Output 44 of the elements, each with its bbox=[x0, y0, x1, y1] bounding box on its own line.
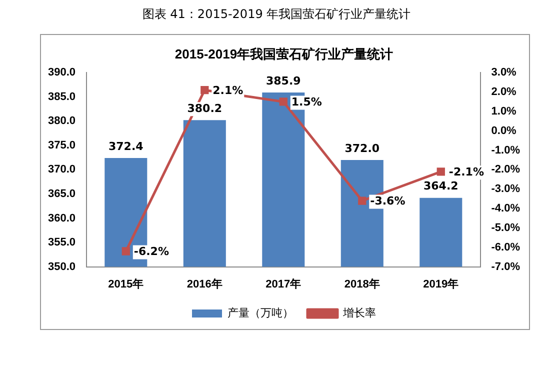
point bbox=[436, 168, 445, 176]
data-label: 385.9 bbox=[266, 74, 301, 88]
y2-tick-label: 3.0% bbox=[491, 66, 517, 79]
y-tick-label: 385.0 bbox=[48, 90, 76, 103]
y-tick-label: 360.0 bbox=[48, 212, 76, 224]
text: 图表 41：2015-2019 年我国萤石矿行业产量统计 bbox=[141, 6, 412, 23]
x-tick-label: 2018年 bbox=[344, 277, 380, 290]
legend-label: 增长率 bbox=[342, 306, 376, 320]
data-label: 372.0 bbox=[344, 142, 380, 155]
y-tick-label: 350.0 bbox=[48, 260, 76, 273]
y-tick-label: 390.0 bbox=[48, 66, 76, 79]
point bbox=[122, 247, 130, 256]
data-label: 372.4 bbox=[108, 140, 144, 153]
data-label: -3.6% bbox=[370, 194, 406, 208]
y2-tick-label: -6.0% bbox=[491, 241, 520, 254]
data-label: 1.5% bbox=[291, 96, 322, 109]
y-tick-label: 380.0 bbox=[48, 115, 76, 128]
y2-tick-label: -5.0% bbox=[491, 222, 520, 234]
y-tick-label: 365.0 bbox=[48, 188, 76, 200]
legend-label: 产量（万吨） bbox=[228, 306, 294, 320]
data-label: -2.1% bbox=[448, 166, 484, 178]
chart-title: 2015-2019年我国萤石矿行业产量统计 bbox=[174, 46, 394, 62]
y-tick-label: 355.0 bbox=[48, 236, 76, 249]
x-tick-label: 2017年 bbox=[266, 277, 302, 290]
y2-tick-label: 2.0% bbox=[491, 86, 517, 98]
x-tick-label: 2019年 bbox=[423, 277, 459, 290]
y2-tick-label: -1.0% bbox=[491, 144, 520, 156]
y-tick-label: 370.0 bbox=[48, 164, 76, 176]
data-label: -6.2% bbox=[134, 245, 169, 258]
y2-tick-label: 0.0% bbox=[491, 124, 517, 137]
point bbox=[279, 98, 288, 106]
y2-tick-label: -4.0% bbox=[491, 202, 520, 215]
point bbox=[358, 196, 366, 205]
x-tick-label: 2015年 bbox=[108, 277, 144, 290]
point bbox=[200, 86, 209, 94]
data-label: 364.2 bbox=[423, 180, 458, 193]
y2-tick-label: -2.0% bbox=[491, 164, 520, 176]
y2-tick-label: 1.0% bbox=[491, 105, 517, 118]
y-tick-label: 375.0 bbox=[48, 139, 76, 152]
data-label: 2.1% bbox=[212, 84, 244, 97]
y2-tick-label: -7.0% bbox=[491, 260, 520, 273]
x-tick-label: 2016年 bbox=[186, 277, 222, 290]
data-label: 380.2 bbox=[187, 102, 222, 116]
y2-tick-label: -3.0% bbox=[491, 183, 520, 196]
